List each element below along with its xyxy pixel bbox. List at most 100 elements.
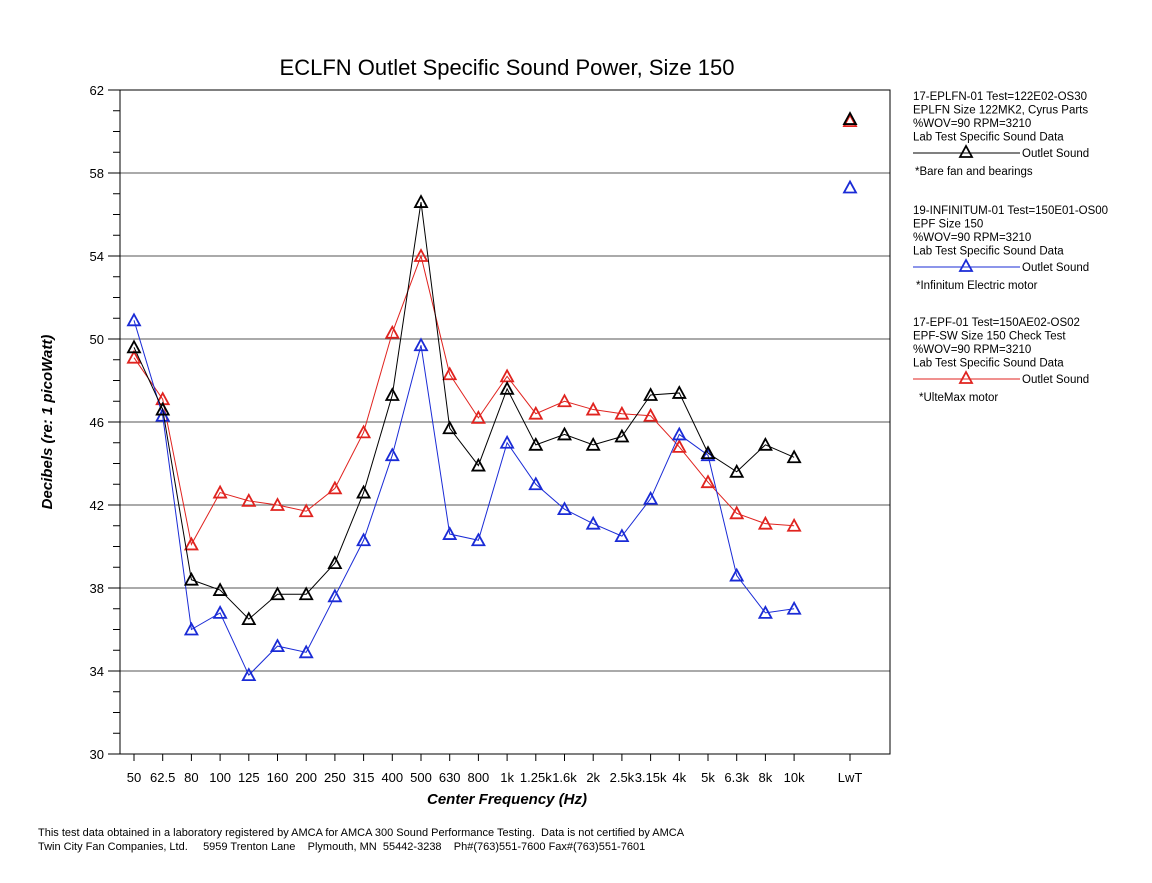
data-point-marker: [643, 387, 659, 401]
data-point-marker: [183, 621, 199, 636]
legend-note: *Infinitum Electric motor: [916, 280, 1038, 292]
y-tick-label: 58: [90, 166, 104, 181]
data-point-marker: [269, 497, 286, 511]
data-point-marker: [614, 428, 630, 443]
legend-note: *Bare fan and bearings: [915, 166, 1033, 178]
data-point-marker: [700, 474, 716, 489]
x-tick-label: 400: [381, 770, 403, 785]
legend: 17-EPLFN-01 Test=122E02-OS30 EPLFN Size 1…: [913, 91, 1108, 404]
x-tick-label: 1.6k: [552, 770, 577, 785]
data-point-marker: [442, 420, 458, 435]
legend-swatch-marker: [958, 258, 974, 272]
legend-series-name: Outlet Sound: [1022, 148, 1089, 160]
data-point-marker: [757, 436, 773, 451]
data-point-marker: [585, 401, 601, 416]
data-point-marker: [499, 434, 515, 449]
data-point-marker: [413, 337, 429, 352]
legend-line: EPLFN Size 122MK2, Cyrus Parts: [913, 105, 1088, 117]
y-tick-label: 46: [90, 415, 104, 430]
data-point-marker: [442, 366, 458, 381]
data-point-marker: [786, 449, 802, 464]
x-tick-label: 160: [267, 770, 289, 785]
data-point-marker: [499, 380, 515, 395]
data-point-marker: [528, 436, 544, 451]
data-point-marker: [356, 532, 372, 547]
x-tick-label: 5k: [701, 770, 715, 785]
data-point-marker: [269, 586, 286, 601]
y-tick-label: 54: [90, 249, 104, 264]
series-group: [126, 111, 858, 682]
data-point-marker: [643, 407, 659, 422]
legend-line: %WOV=90 RPM=3210: [913, 232, 1031, 244]
data-point-marker: [356, 424, 372, 439]
data-point-marker: [212, 484, 228, 499]
footer-line-1: This test data obtained in a laboratory …: [38, 827, 685, 839]
data-point-marker: [327, 555, 343, 569]
data-point-marker: [442, 526, 458, 540]
data-point-marker: [241, 667, 257, 682]
data-point-marker: [327, 588, 343, 603]
legend-line: %WOV=90 RPM=3210: [913, 118, 1031, 130]
x-axis-label: Center Frequency (Hz): [427, 791, 587, 808]
data-point-marker: [842, 113, 858, 128]
x-tick-label: 315: [353, 770, 375, 785]
x-tick-label: 100: [209, 770, 231, 785]
legend-line: 17-EPF-01 Test=150AE02-OS02: [913, 317, 1080, 329]
data-point-marker: [757, 605, 773, 619]
data-point-marker: [298, 644, 314, 659]
data-point-marker: [269, 638, 286, 652]
x-tick-label: 1k: [500, 770, 514, 785]
series-1: [126, 111, 858, 626]
data-point-marker: [384, 447, 400, 462]
x-tick-label: 3.15k: [635, 770, 667, 785]
data-point-marker: [384, 387, 400, 401]
x-tick-label: 500: [410, 770, 432, 785]
data-point-marker: [241, 611, 257, 626]
series-line: [133, 201, 795, 620]
data-point-marker: [356, 484, 372, 499]
data-point-marker: [298, 586, 314, 601]
y-tick-label: 62: [90, 83, 104, 98]
data-point-marker: [327, 480, 343, 495]
legend-line: Lab Test Specific Sound Data: [913, 132, 1064, 144]
legend-series-name: Outlet Sound: [1022, 374, 1089, 386]
x-tick-label: 8k: [759, 770, 773, 785]
series-line: [133, 254, 795, 546]
series-line: [133, 320, 795, 677]
x-tick-label: 250: [324, 770, 346, 785]
x-tick-label: 10k: [784, 770, 805, 785]
series-2: [126, 179, 858, 682]
y-tick-label: 50: [90, 332, 104, 347]
legend-line: Lab Test Specific Sound Data: [913, 246, 1064, 258]
legend-line: %WOV=90 RPM=3210: [913, 344, 1031, 356]
y-axis: 30 34 38 42 46 50 54 58 62: [90, 83, 120, 762]
data-point-marker: [556, 426, 573, 441]
data-point-marker: [556, 501, 573, 516]
x-tick-label: 80: [184, 770, 198, 785]
data-point-marker: [700, 445, 716, 460]
legend-entry-3: 17-EPF-01 Test=150AE02-OS02 EPF-SW Size 1…: [913, 317, 1089, 404]
legend-line: EPF Size 150: [913, 219, 983, 231]
x-tick-label: 800: [468, 770, 490, 785]
x-tick-label: 62.5: [150, 770, 175, 785]
x-tick-label: 50: [127, 770, 141, 785]
data-point-marker: [212, 605, 228, 619]
legend-line: 17-EPLFN-01 Test=122E02-OS30: [913, 91, 1087, 103]
x-tick-label: LwT: [838, 770, 863, 785]
data-point-marker: [126, 312, 142, 327]
data-point-marker: [786, 600, 802, 615]
y-tick-label: 38: [90, 581, 104, 596]
y-axis-label: Decibels (re: 1 picoWatt): [39, 335, 56, 510]
x-tick-label: 630: [439, 770, 461, 785]
data-point-marker: [671, 385, 687, 399]
data-point-marker: [643, 490, 659, 505]
data-point-marker: [729, 567, 745, 582]
data-point-marker: [614, 405, 630, 420]
data-point-marker: [241, 492, 257, 507]
x-tick-label: 2.5k: [610, 770, 635, 785]
data-point-marker: [729, 463, 745, 478]
x-tick-label: 6.3k: [724, 770, 749, 785]
footer-note: This test data obtained in a laboratory …: [38, 826, 684, 854]
x-axis: 50 62.5 80 100 125 160 200 250 315 400 500 630 800 1k…: [127, 754, 863, 785]
